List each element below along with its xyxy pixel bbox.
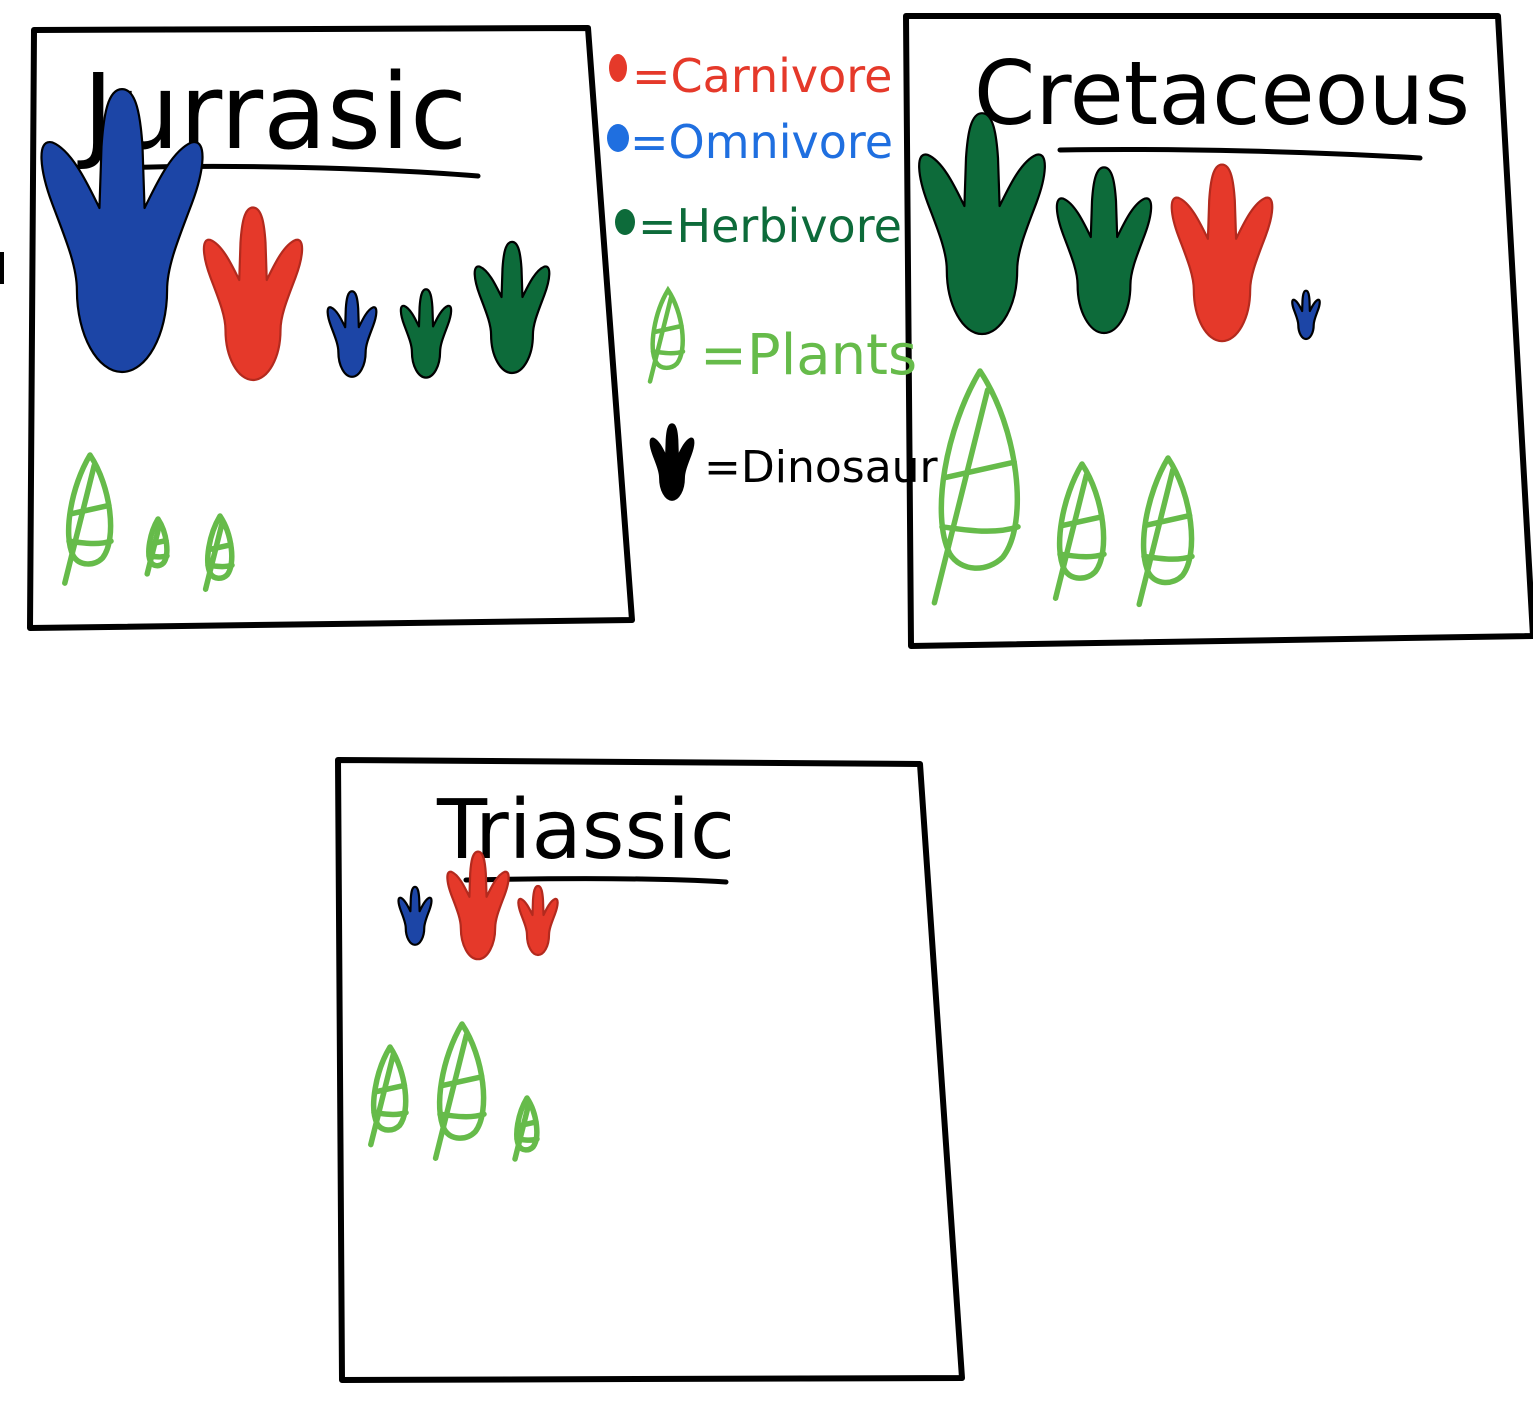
cretaceous-plant-icon [1139,458,1192,604]
omnivore-swatch [607,124,629,152]
jurassic-panel-frame [27,25,635,631]
plant-legend-icon [650,290,683,382]
triassic-plant-icon [436,1024,484,1158]
cretaceous-title: Cretaceous [974,42,1470,145]
carnivore-label: =Carnivore [632,49,892,103]
jurassic-title-underline [113,163,481,179]
herbivore-swatch [615,209,635,235]
triassic-carnivore-footprint [517,884,559,957]
jurassic-herbivore-footprint [473,240,551,375]
cretaceous-herbivore-footprint [918,112,1046,336]
jurassic-plant-icon [65,455,111,583]
cretaceous-omnivore-footprint [1291,289,1321,341]
legend: =Carnivore =Omnivore =Herbivore =Plants … [607,49,939,501]
carnivore-swatch [609,54,627,82]
cretaceous-title-underline [1057,146,1423,161]
jurassic-omnivore-footprint [326,290,378,378]
dinosaur-legend-icon [649,423,695,501]
triassic-omnivore-footprint [397,885,433,946]
cretaceous-plant-icon [934,371,1018,603]
jurassic-plant-icon [147,519,167,574]
cretaceous-carnivore-footprint [1170,163,1274,343]
triassic-plant-icon [515,1098,537,1159]
jurassic-plant-icon [206,516,232,589]
herbivore-label: =Herbivore [638,199,902,253]
triassic-title: Triassic [436,783,735,878]
omnivore-label: =Omnivore [630,115,893,169]
triassic-panel-frame [335,757,965,1383]
jurassic-herbivore-footprint [399,288,453,379]
cretaceous-plant-icon [1056,464,1104,598]
jurassic-carnivore-footprint [202,206,304,382]
cretaceous-panel-frame [903,13,1533,649]
dinosaur-label: =Dinosaur [704,442,939,493]
triassic-plant-icon [371,1047,406,1145]
cretaceous-herbivore-footprint [1055,166,1153,335]
plants-label: =Plants [700,323,917,388]
